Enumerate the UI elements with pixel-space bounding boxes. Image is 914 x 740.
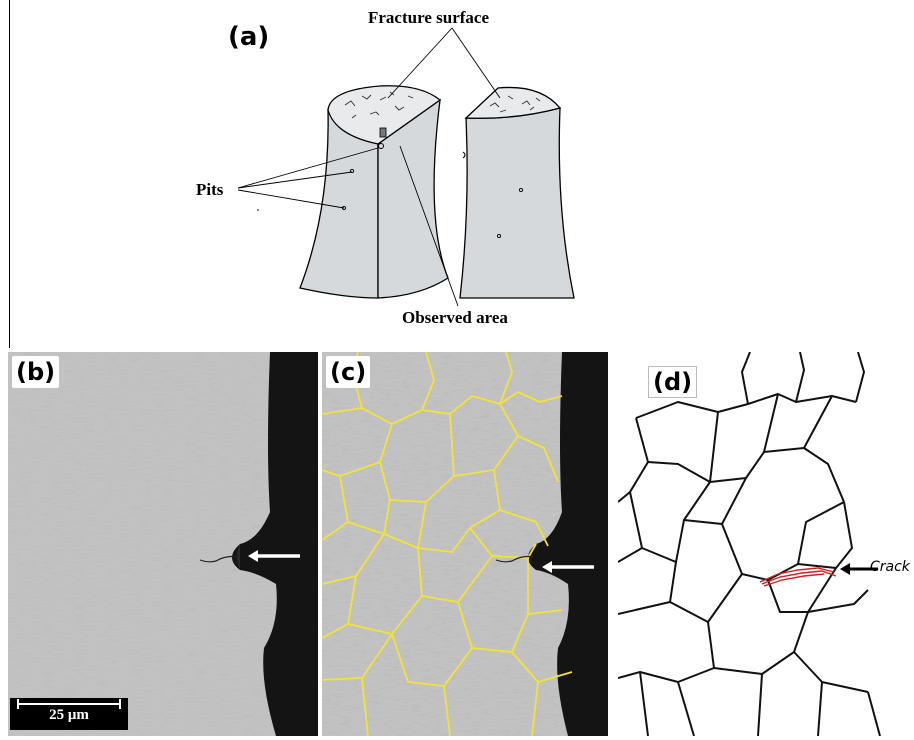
- micrograph-b-image: [8, 352, 318, 736]
- left-rule: [9, 0, 10, 348]
- panel-a-letter: (a): [228, 22, 270, 52]
- scale-bar-line: [17, 699, 121, 709]
- panel-c-micrograph: [322, 352, 608, 736]
- left-specimen-half: [299, 85, 449, 299]
- specimen-schematic: [237, 27, 575, 307]
- observed-area-label: Observed area: [402, 308, 508, 327]
- pits-label: Pits: [196, 180, 224, 199]
- panel-b-micrograph: [8, 352, 318, 736]
- micrograph-c-image: [322, 352, 608, 736]
- grain-boundary-lines: [618, 352, 881, 736]
- right-specimen-half: [459, 86, 575, 299]
- scale-bar: 25 μm: [10, 698, 128, 730]
- panel-d-grain-map: [618, 352, 910, 736]
- panel-c-letter: (c): [326, 356, 371, 388]
- crack-label: Crack: [870, 559, 910, 575]
- panel-b-letter: (b): [12, 356, 60, 388]
- fracture-surface-label: Fracture surface: [368, 8, 489, 27]
- scale-bar-label: 25 μm: [49, 707, 89, 723]
- panel-d-letter: (d): [648, 366, 698, 398]
- crack-path: [759, 567, 837, 587]
- leader-lines: [237, 27, 501, 307]
- grain-boundary-overlay: [322, 352, 573, 736]
